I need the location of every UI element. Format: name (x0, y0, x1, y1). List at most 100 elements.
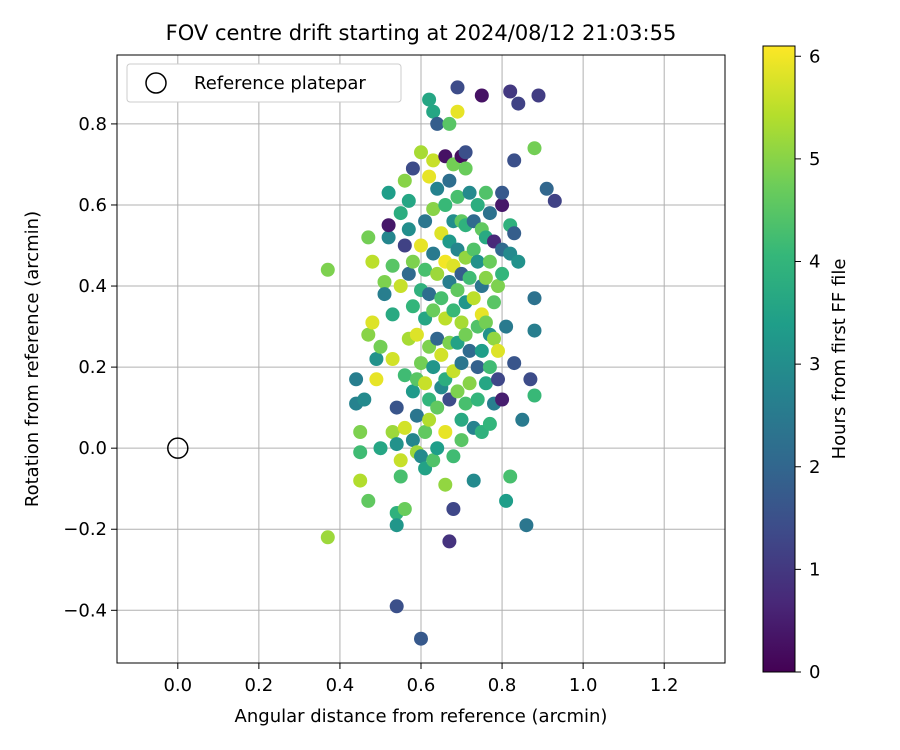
data-point (442, 534, 457, 549)
data-point (418, 376, 433, 391)
data-point (422, 412, 437, 427)
y-tick-label: 0.0 (78, 438, 107, 459)
data-point (430, 400, 445, 415)
data-point (430, 441, 445, 456)
legend: Reference platepar (126, 63, 402, 103)
data-point (478, 315, 493, 330)
data-point (418, 262, 433, 277)
data-point (499, 319, 514, 334)
data-point (373, 441, 388, 456)
data-point (353, 473, 368, 488)
data-point (422, 169, 437, 184)
data-point (454, 433, 469, 448)
data-point (430, 181, 445, 196)
data-point (430, 331, 445, 346)
data-point (320, 262, 335, 277)
data-point (507, 356, 522, 371)
data-point (438, 477, 453, 492)
data-point (385, 352, 400, 366)
y-axis-label: Rotation from reference (arcmin) (22, 211, 43, 507)
data-point (466, 291, 481, 306)
data-point (531, 88, 546, 103)
data-point (450, 104, 465, 119)
data-point (454, 356, 469, 371)
data-points (320, 80, 562, 646)
data-point (405, 161, 420, 176)
data-point (397, 173, 412, 188)
chart-title: FOV centre drift starting at 2024/08/12 … (166, 21, 677, 45)
colorbar-tick-label: 6 (809, 46, 820, 67)
data-point (470, 360, 485, 375)
data-point (495, 266, 510, 281)
data-point (478, 376, 493, 391)
data-point (511, 96, 526, 111)
data-point (527, 323, 542, 338)
data-point (539, 181, 554, 196)
data-point (401, 222, 416, 237)
data-point (385, 307, 400, 322)
data-point (405, 299, 420, 314)
data-point (495, 392, 510, 407)
data-point (393, 453, 408, 468)
data-point (450, 283, 465, 298)
data-point (414, 631, 428, 646)
data-point (397, 238, 412, 253)
data-point (426, 453, 441, 468)
data-point (462, 343, 477, 358)
data-point (499, 493, 514, 508)
data-point (361, 493, 376, 508)
data-point (434, 347, 449, 362)
data-point (507, 226, 522, 241)
data-point (414, 238, 428, 253)
colorbar-tick-label: 4 (809, 252, 820, 273)
data-point (503, 469, 518, 484)
data-point (491, 343, 505, 358)
data-point (405, 384, 420, 399)
data-point (482, 416, 497, 431)
data-point (405, 254, 420, 269)
colorbar: 0 1 2 3 4 5 6 Hours from first FF file (762, 45, 850, 683)
data-point (377, 287, 392, 302)
data-point (491, 279, 505, 293)
data-point (450, 189, 465, 204)
data-point (450, 80, 465, 95)
data-point (397, 420, 412, 435)
data-point (434, 291, 449, 306)
data-point (393, 279, 408, 293)
data-point (381, 230, 396, 245)
colorbar-tick-label: 2 (809, 457, 820, 478)
data-point (389, 599, 404, 614)
x-ticks: 0.0 0.2 0.4 0.6 0.8 1.0 1.2 (163, 663, 679, 696)
colorbar-tick-label: 1 (809, 559, 820, 580)
data-point (365, 315, 380, 330)
data-point (422, 92, 437, 107)
colorbar-ticks: 0 1 2 3 4 5 6 (795, 46, 820, 683)
data-point (470, 198, 485, 212)
legend-box (126, 63, 402, 103)
plot-area: 0.0 0.2 0.4 0.6 0.8 1.0 1.2 −0.4−0.20.00.20.40… (63, 54, 726, 696)
data-point (426, 104, 441, 119)
data-point (405, 433, 420, 448)
legend-marker-icon (145, 72, 167, 94)
data-point (462, 270, 477, 285)
data-point (495, 185, 510, 200)
data-point (409, 327, 424, 342)
data-point (357, 392, 372, 407)
data-point (426, 153, 441, 168)
y-tick-label: −0.2 (63, 519, 107, 540)
data-point (385, 258, 400, 273)
data-point (414, 449, 428, 464)
data-point (458, 161, 473, 176)
y-tick-label: 0.4 (78, 276, 107, 297)
data-point (462, 185, 477, 200)
data-point (361, 327, 376, 342)
data-point (487, 295, 501, 310)
data-point (470, 392, 485, 407)
data-point (426, 360, 441, 375)
y-tick-label: 0.2 (78, 357, 107, 378)
data-point (369, 352, 384, 366)
data-point (393, 206, 408, 221)
data-point (430, 116, 445, 131)
data-point (418, 214, 433, 229)
data-point (474, 343, 489, 358)
